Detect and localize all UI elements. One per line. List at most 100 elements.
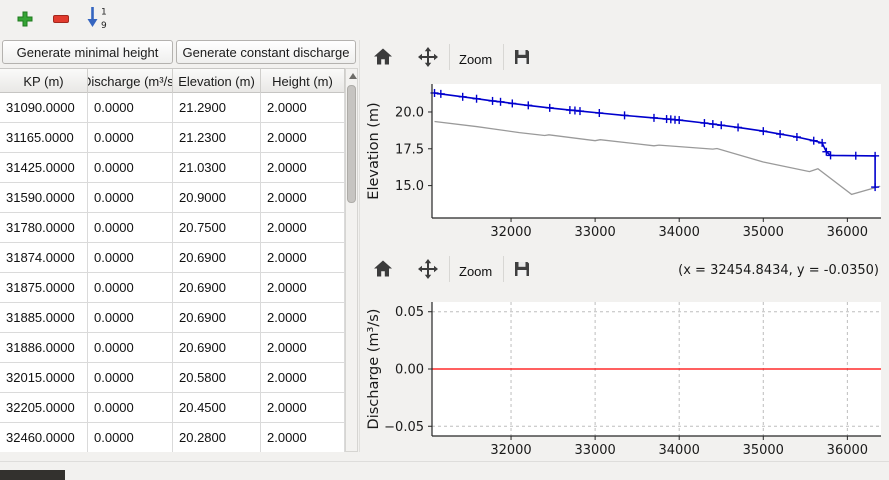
sort-button[interactable]: 1 9 bbox=[84, 4, 110, 32]
table-row[interactable]: 31780.0000 0.0000 20.7500 2.0000 bbox=[0, 213, 345, 243]
elev-zoom-button[interactable]: Zoom bbox=[459, 52, 493, 67]
plot-area[interactable] bbox=[432, 84, 881, 218]
table-cell[interactable]: 20.4500 bbox=[173, 393, 261, 422]
elev-home-button[interactable] bbox=[372, 46, 394, 68]
table-row[interactable]: 31425.0000 0.0000 21.0300 2.0000 bbox=[0, 153, 345, 183]
home-icon bbox=[374, 260, 392, 277]
x-tick-label: 35000 bbox=[743, 443, 784, 458]
table-cell[interactable]: 31425.0000 bbox=[0, 153, 88, 182]
table-cell[interactable]: 31090.0000 bbox=[0, 93, 88, 122]
remove-row-button[interactable] bbox=[50, 8, 72, 30]
table-row[interactable]: 32205.0000 0.0000 20.4500 2.0000 bbox=[0, 393, 345, 423]
table-cell[interactable]: 0.0000 bbox=[88, 153, 173, 182]
table-cell[interactable]: 0.0000 bbox=[88, 183, 173, 212]
table-cell[interactable]: 20.2800 bbox=[173, 423, 261, 452]
toolbar-separator bbox=[449, 256, 450, 282]
y-axis-label: Discharge (m³/s) bbox=[366, 309, 382, 430]
table-cell[interactable]: 2.0000 bbox=[261, 93, 345, 122]
disch-save-button[interactable] bbox=[512, 259, 532, 279]
column-header-kp[interactable]: KP (m) bbox=[0, 69, 88, 93]
column-header-elevation[interactable]: Elevation (m) bbox=[173, 69, 261, 93]
sort-digit-1: 1 bbox=[101, 8, 107, 18]
table-row[interactable]: 31875.0000 0.0000 20.6900 2.0000 bbox=[0, 273, 345, 303]
y-tick-label: 20.0 bbox=[395, 105, 424, 120]
table-cell[interactable]: 2.0000 bbox=[261, 333, 345, 362]
elevation-chart[interactable]: 32000 33000 34000 35000 36000 15.0 17.5 20.0 Ele… bbox=[362, 74, 889, 252]
table-cell[interactable]: 32015.0000 bbox=[0, 363, 88, 392]
table-cell[interactable]: 2.0000 bbox=[261, 183, 345, 212]
table-cell[interactable]: 0.0000 bbox=[88, 393, 173, 422]
table-cell[interactable]: 2.0000 bbox=[261, 153, 345, 182]
table-row[interactable]: 31165.0000 0.0000 21.2300 2.0000 bbox=[0, 123, 345, 153]
generate-constant-discharge-button[interactable]: Generate constant discharge bbox=[176, 40, 356, 64]
table-row[interactable]: 31090.0000 0.0000 21.2900 2.0000 bbox=[0, 93, 345, 123]
table-cell[interactable]: 20.6900 bbox=[173, 333, 261, 362]
table-cell[interactable]: 0.0000 bbox=[88, 273, 173, 302]
column-header-height[interactable]: Height (m) bbox=[261, 69, 345, 93]
table-cell[interactable]: 2.0000 bbox=[261, 393, 345, 422]
scrollbar-thumb[interactable] bbox=[347, 85, 356, 203]
table-cell[interactable]: 32205.0000 bbox=[0, 393, 88, 422]
table-cell[interactable]: 31165.0000 bbox=[0, 123, 88, 152]
table-cell[interactable]: 31874.0000 bbox=[0, 243, 88, 272]
discharge-chart[interactable]: 32000 33000 34000 35000 36000 −0.05 0.00 0.05 Di… bbox=[362, 292, 889, 472]
table-row[interactable]: 31590.0000 0.0000 20.9000 2.0000 bbox=[0, 183, 345, 213]
table-cell[interactable]: 20.6900 bbox=[173, 303, 261, 332]
table-cell[interactable]: 2.0000 bbox=[261, 243, 345, 272]
table-cell[interactable]: 20.9000 bbox=[173, 183, 261, 212]
table-cell[interactable]: 31590.0000 bbox=[0, 183, 88, 212]
table-cell[interactable]: 0.0000 bbox=[88, 333, 173, 362]
table-cell[interactable]: 20.6900 bbox=[173, 243, 261, 272]
move-icon bbox=[418, 47, 438, 67]
table-cell[interactable]: 21.0300 bbox=[173, 153, 261, 182]
table-cell[interactable]: 0.0000 bbox=[88, 213, 173, 242]
elev-pan-button[interactable] bbox=[417, 46, 439, 68]
table-cell[interactable]: 2.0000 bbox=[261, 363, 345, 392]
table-cell[interactable]: 2.0000 bbox=[261, 303, 345, 332]
panel-divider bbox=[359, 40, 360, 452]
table-cell[interactable]: 0.0000 bbox=[88, 303, 173, 332]
table-row[interactable]: 32015.0000 0.0000 20.5800 2.0000 bbox=[0, 363, 345, 393]
table-cell[interactable]: 2.0000 bbox=[261, 423, 345, 452]
table-cell[interactable]: 31780.0000 bbox=[0, 213, 88, 242]
table-cell[interactable]: 20.6900 bbox=[173, 273, 261, 302]
elev-save-button[interactable] bbox=[512, 47, 532, 67]
table-cell[interactable]: 0.0000 bbox=[88, 123, 173, 152]
table-row[interactable]: 32460.0000 0.0000 20.2800 2.0000 bbox=[0, 423, 345, 452]
table-row[interactable]: 31885.0000 0.0000 20.6900 2.0000 bbox=[0, 303, 345, 333]
column-header-discharge[interactable]: Discharge (m³/s) bbox=[88, 69, 173, 93]
scroll-up-icon[interactable] bbox=[348, 73, 357, 79]
series-bed-profile bbox=[434, 120, 881, 196]
table-cell[interactable]: 21.2300 bbox=[173, 123, 261, 152]
table-cell[interactable]: 21.2900 bbox=[173, 93, 261, 122]
table-cell[interactable]: 0.0000 bbox=[88, 243, 173, 272]
x-tick-label: 35000 bbox=[743, 225, 784, 240]
table-cell[interactable]: 2.0000 bbox=[261, 273, 345, 302]
table-cell[interactable]: 0.0000 bbox=[88, 93, 173, 122]
disch-home-button[interactable] bbox=[372, 258, 394, 280]
move-icon bbox=[418, 259, 438, 279]
x-tick-label: 32000 bbox=[490, 225, 531, 240]
table-row[interactable]: 31886.0000 0.0000 20.6900 2.0000 bbox=[0, 333, 345, 363]
disch-zoom-button[interactable]: Zoom bbox=[459, 264, 493, 279]
main-toolbar: 1 9 bbox=[0, 0, 889, 36]
generate-minimal-height-button[interactable]: Generate minimal height bbox=[2, 40, 173, 64]
add-row-button[interactable] bbox=[14, 8, 36, 30]
table-cell[interactable]: 0.0000 bbox=[88, 423, 173, 452]
table-scrollbar[interactable] bbox=[345, 68, 358, 452]
table-cell[interactable]: 31885.0000 bbox=[0, 303, 88, 332]
disch-pan-button[interactable] bbox=[417, 258, 439, 280]
table-cell[interactable]: 2.0000 bbox=[261, 123, 345, 152]
y-tick-label: 0.00 bbox=[395, 363, 424, 378]
table-cell[interactable]: 32460.0000 bbox=[0, 423, 88, 452]
table-cell[interactable]: 20.5800 bbox=[173, 363, 261, 392]
table-cell[interactable]: 2.0000 bbox=[261, 213, 345, 242]
table-cell[interactable]: 31875.0000 bbox=[0, 273, 88, 302]
table-cell[interactable]: 31886.0000 bbox=[0, 333, 88, 362]
table-cell[interactable]: 0.0000 bbox=[88, 363, 173, 392]
boundary-table[interactable]: KP (m) Discharge (m³/s) Elevation (m) He… bbox=[0, 68, 345, 452]
table-row[interactable]: 31874.0000 0.0000 20.6900 2.0000 bbox=[0, 243, 345, 273]
table-cell[interactable]: 20.7500 bbox=[173, 213, 261, 242]
toolbar-separator bbox=[449, 44, 450, 70]
